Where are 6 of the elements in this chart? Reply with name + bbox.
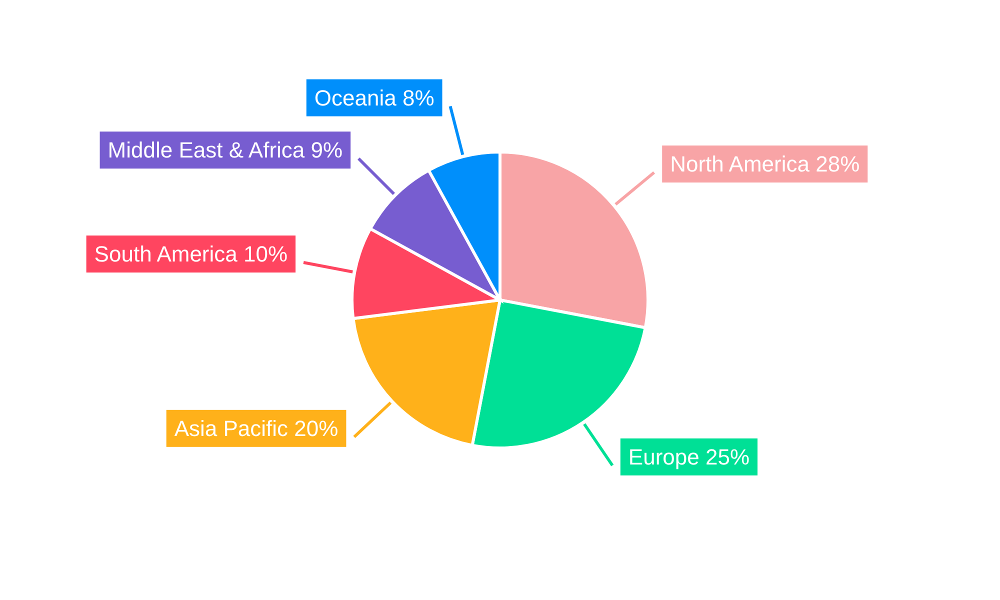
- slice-label: North America 28%: [670, 152, 860, 177]
- slice-label: Europe 25%: [628, 444, 750, 470]
- slice-label: Oceania 8%: [314, 85, 434, 110]
- slice-label: Middle East & Africa 9%: [108, 138, 343, 163]
- slice-label: Asia Pacific 20%: [174, 416, 338, 441]
- slice-label: South America 10%: [94, 242, 288, 267]
